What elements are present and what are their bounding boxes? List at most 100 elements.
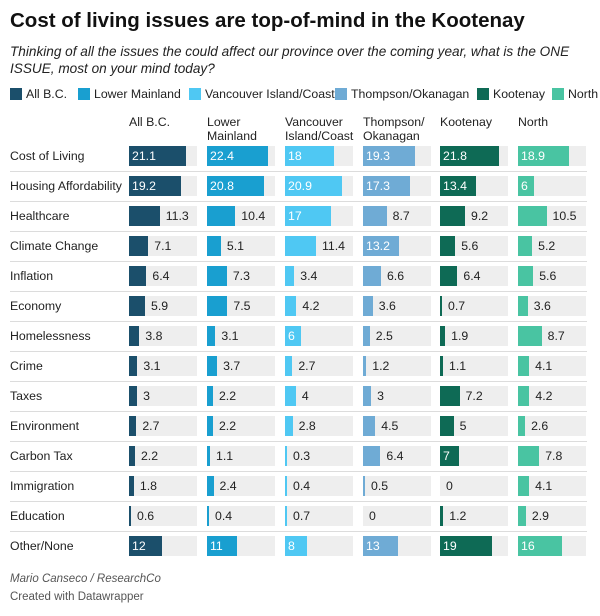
bar-thompson-okanagan-healthcare xyxy=(363,206,387,226)
value-label-lower-mainland-homelessness: 3.1 xyxy=(221,329,239,343)
value-label-north-cost-of-living: 18.9 xyxy=(521,149,545,163)
bar-kootenay-education xyxy=(440,506,444,526)
bar-background xyxy=(129,326,197,346)
legend-item-north: North xyxy=(552,87,598,101)
bar-background xyxy=(129,386,197,406)
bar-north-cost-of-living xyxy=(518,146,570,166)
bar-lower-mainland-homelessness xyxy=(207,326,216,346)
row-label-inflation: Inflation xyxy=(10,269,54,283)
value-label-all-b-c-homelessness: 3.8 xyxy=(145,329,163,343)
bar-thompson-okanagan-cost-of-living xyxy=(363,146,416,166)
bar-all-b-c-carbon-tax xyxy=(129,446,135,466)
value-label-all-b-c-carbon-tax: 2.2 xyxy=(140,449,159,463)
legend-swatch xyxy=(552,88,564,100)
bar-kootenay-environment xyxy=(440,416,454,436)
value-label-all-b-c-immigration: 1.8 xyxy=(139,479,157,493)
value-label-thompson-okanagan-other-none: 13 xyxy=(366,539,380,553)
bar-background xyxy=(363,326,431,346)
row-label-immigration: Immigration xyxy=(10,479,75,493)
bar-north-immigration xyxy=(518,476,530,496)
legend-label: Vancouver Island/Coast xyxy=(205,87,335,101)
bar-thompson-okanagan-taxes xyxy=(363,386,372,406)
value-label-north-other-none: 16 xyxy=(521,539,535,553)
bar-background xyxy=(285,296,353,316)
bar-background xyxy=(440,356,508,376)
value-label-kootenay-inflation: 6.4 xyxy=(463,269,481,283)
bar-background xyxy=(518,176,586,196)
legend-swatch xyxy=(189,88,201,100)
bar-background xyxy=(285,386,353,406)
bar-lower-mainland-carbon-tax xyxy=(207,446,210,466)
bar-lower-mainland-healthcare xyxy=(207,206,236,226)
value-label-vancouver-island-coast-immigration: 0.4 xyxy=(293,479,311,493)
bar-background xyxy=(207,386,275,406)
bar-background xyxy=(129,476,197,496)
value-label-lower-mainland-inflation: 7.3 xyxy=(232,269,250,283)
bar-north-homelessness xyxy=(518,326,542,346)
legend-swatch xyxy=(78,88,90,100)
bar-kootenay-carbon-tax xyxy=(440,446,460,466)
bar-kootenay-homelessness xyxy=(440,326,446,346)
bar-vancouver-island-coast-environment xyxy=(285,416,293,436)
value-label-north-immigration: 4.1 xyxy=(535,479,553,493)
value-label-vancouver-island-coast-crime: 2.7 xyxy=(298,359,316,373)
bar-lower-mainland-economy xyxy=(207,296,228,316)
bar-kootenay-inflation xyxy=(440,266,458,286)
value-label-all-b-c-cost-of-living: 21.1 xyxy=(132,149,156,163)
value-label-all-b-c-education: 0.6 xyxy=(137,509,155,523)
bar-kootenay-healthcare xyxy=(440,206,466,226)
bar-background xyxy=(518,296,586,316)
bar-north-taxes xyxy=(518,386,530,406)
value-label-thompson-okanagan-crime: 1.2 xyxy=(372,359,390,373)
value-label-vancouver-island-coast-carbon-tax: 0.3 xyxy=(293,449,311,463)
bar-thompson-okanagan-other-none xyxy=(363,536,399,556)
bar-north-economy xyxy=(518,296,528,316)
row-divider xyxy=(10,231,587,232)
column-header-all-b-c: All B.C. xyxy=(129,115,170,129)
legend-label: Lower Mainland xyxy=(94,87,181,101)
row-divider xyxy=(10,381,587,382)
value-label-lower-mainland-taxes: 2.2 xyxy=(218,389,237,403)
bar-thompson-okanagan-crime xyxy=(363,356,367,376)
legend-label: Thompson/Okanagan xyxy=(351,87,470,101)
bar-background xyxy=(440,236,508,256)
value-label-vancouver-island-coast-housing-affordability: 20.9 xyxy=(288,179,312,193)
bar-background xyxy=(363,506,431,526)
bar-background xyxy=(285,506,353,526)
bar-lower-mainland-housing-affordability xyxy=(207,176,264,196)
value-label-vancouver-island-coast-economy: 4.2 xyxy=(302,299,320,313)
value-label-vancouver-island-coast-cost-of-living: 18 xyxy=(288,149,302,163)
row-divider xyxy=(10,171,587,172)
row-label-cost-of-living: Cost of Living xyxy=(10,149,85,163)
value-label-kootenay-housing-affordability: 13.4 xyxy=(443,179,467,193)
bar-background xyxy=(207,326,275,346)
value-label-kootenay-carbon-tax: 7 xyxy=(443,449,450,463)
bar-vancouver-island-coast-economy xyxy=(285,296,297,316)
value-label-lower-mainland-other-none: 11 xyxy=(210,539,223,553)
bar-background xyxy=(440,506,508,526)
bar-lower-mainland-crime xyxy=(207,356,218,376)
chart-title: Cost of living issues are top-of-mind in… xyxy=(10,9,525,32)
row-label-housing-affordability: Housing Affordability xyxy=(10,179,122,193)
bar-all-b-c-immigration xyxy=(129,476,134,496)
bar-background xyxy=(518,416,586,436)
value-label-thompson-okanagan-carbon-tax: 6.4 xyxy=(386,449,404,463)
bar-background xyxy=(285,476,353,496)
bar-north-healthcare xyxy=(518,206,547,226)
bar-all-b-c-cost-of-living xyxy=(129,146,187,166)
bar-background xyxy=(440,326,508,346)
row-divider xyxy=(10,201,587,202)
row-divider xyxy=(10,441,587,442)
value-label-kootenay-cost-of-living: 21.8 xyxy=(443,149,467,163)
bar-kootenay-climate-change xyxy=(440,236,456,256)
bar-all-b-c-other-none xyxy=(129,536,162,556)
value-label-thompson-okanagan-economy: 3.6 xyxy=(378,299,396,313)
bar-background xyxy=(285,266,353,286)
bar-kootenay-economy xyxy=(440,296,442,316)
value-label-thompson-okanagan-immigration: 0.5 xyxy=(371,479,389,493)
bar-north-housing-affordability xyxy=(518,176,535,196)
bar-vancouver-island-coast-taxes xyxy=(285,386,296,406)
value-label-lower-mainland-carbon-tax: 1.1 xyxy=(215,449,234,463)
bar-vancouver-island-coast-cost-of-living xyxy=(285,146,334,166)
bar-background xyxy=(440,476,508,496)
